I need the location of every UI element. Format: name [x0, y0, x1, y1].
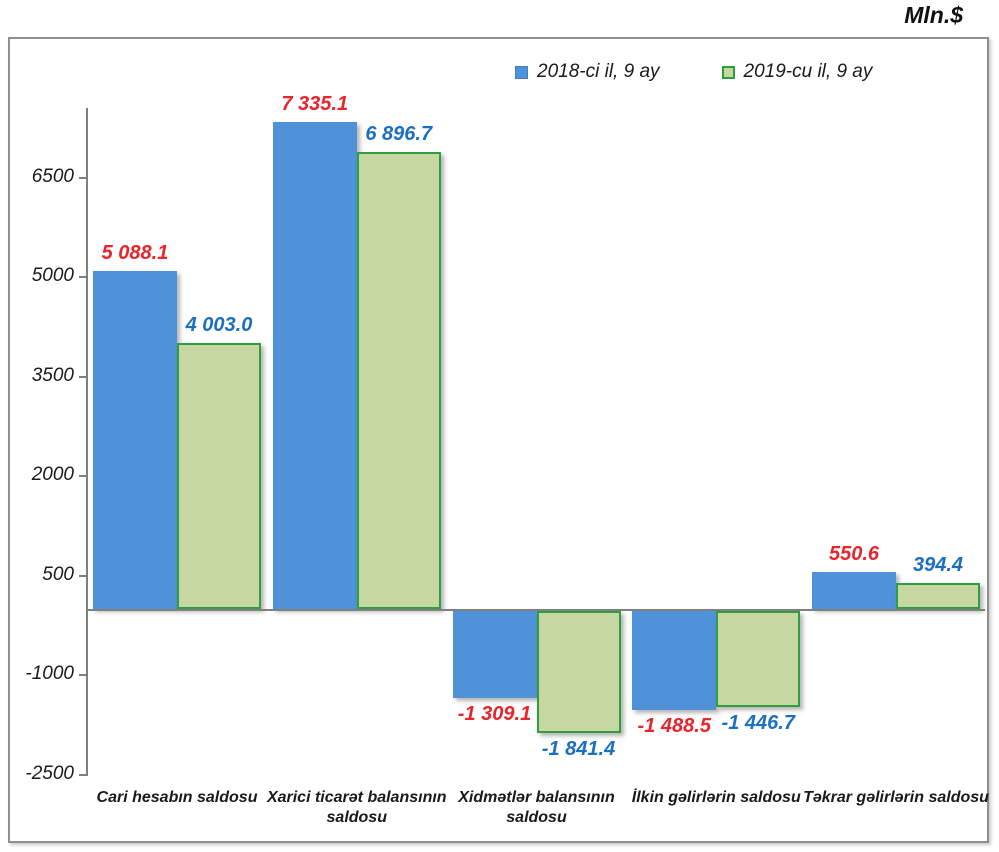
chart-container: 2018-ci il, 9 ay 2019-cu il, 9 ay 6500 50…	[8, 37, 989, 843]
legend-label-2019: 2019-cu il, 9 ay	[743, 61, 873, 82]
y-axis-tick-label: -1000	[25, 663, 74, 685]
y-axis-tick	[79, 674, 88, 677]
y-axis-tick	[79, 276, 88, 279]
category-label-1: Xarici ticarət balansının saldosu	[266, 789, 447, 826]
bar-2018-3	[632, 611, 717, 710]
legend-item-2018: 2018-ci il, 9 ay	[515, 61, 660, 83]
category-label-3: İlkin gəlirlərin saldosu	[631, 789, 801, 806]
legend-swatch-2018-icon	[515, 65, 528, 79]
bar-value-label-2019-2: -1 841.4	[541, 738, 616, 761]
y-axis-line	[86, 108, 88, 775]
bar-2018-1	[272, 122, 357, 609]
category-label-2: Xidmətlər balansının saldosu	[458, 789, 615, 826]
y-axis-tick-label: 5000	[31, 265, 74, 287]
x-axis-line	[88, 609, 985, 611]
bar-value-label-2018-2: -1 309.1	[457, 702, 532, 725]
y-axis-tick-label: 500	[42, 563, 74, 585]
y-axis-tick-label: 3500	[31, 364, 74, 386]
legend-label-2018: 2018-ci il, 9 ay	[537, 61, 660, 82]
bar-2018-2	[452, 611, 537, 698]
y-axis-tick-label: -2500	[25, 762, 74, 784]
bar-value-label-2019-4: 394.4	[912, 553, 964, 576]
y-axis-tick	[79, 574, 88, 577]
bar-value-label-2019-1: 6 896.7	[365, 122, 433, 145]
bar-value-label-2018-4: 550.6	[828, 543, 880, 566]
y-axis-tick-label: 2000	[31, 464, 74, 486]
legend-swatch-2019-icon	[721, 65, 735, 79]
units-label: Mln.$	[904, 2, 963, 28]
bar-2019-3	[716, 611, 801, 707]
category-label-0: Cari hesabın saldosu	[96, 789, 258, 806]
bar-2018-0	[93, 271, 177, 609]
bar-2018-4	[812, 572, 896, 609]
legend: 2018-ci il, 9 ay 2019-cu il, 9 ay	[515, 61, 872, 83]
bar-2019-4	[896, 582, 980, 609]
y-axis-tick	[79, 176, 88, 179]
y-axis-tick	[79, 475, 88, 478]
y-axis-tick	[79, 773, 88, 776]
bar-value-label-2018-0: 5 088.1	[101, 242, 169, 265]
bar-value-label-2018-3: -1 488.5	[637, 714, 711, 737]
bar-value-label-2019-3: -1 446.7	[721, 711, 795, 734]
y-axis-tick	[79, 375, 88, 378]
category-label-4: Təkrar gəlirlərin saldosu	[803, 789, 989, 806]
bar-value-label-2019-0: 4 003.0	[185, 314, 253, 337]
y-axis-tick-label: 6500	[31, 165, 74, 187]
bar-2019-0	[177, 343, 261, 609]
legend-item-2019: 2019-cu il, 9 ay	[721, 61, 873, 83]
bar-2019-1	[356, 151, 441, 609]
bar-2019-2	[536, 611, 621, 734]
bar-value-label-2018-1: 7 335.1	[281, 93, 349, 116]
